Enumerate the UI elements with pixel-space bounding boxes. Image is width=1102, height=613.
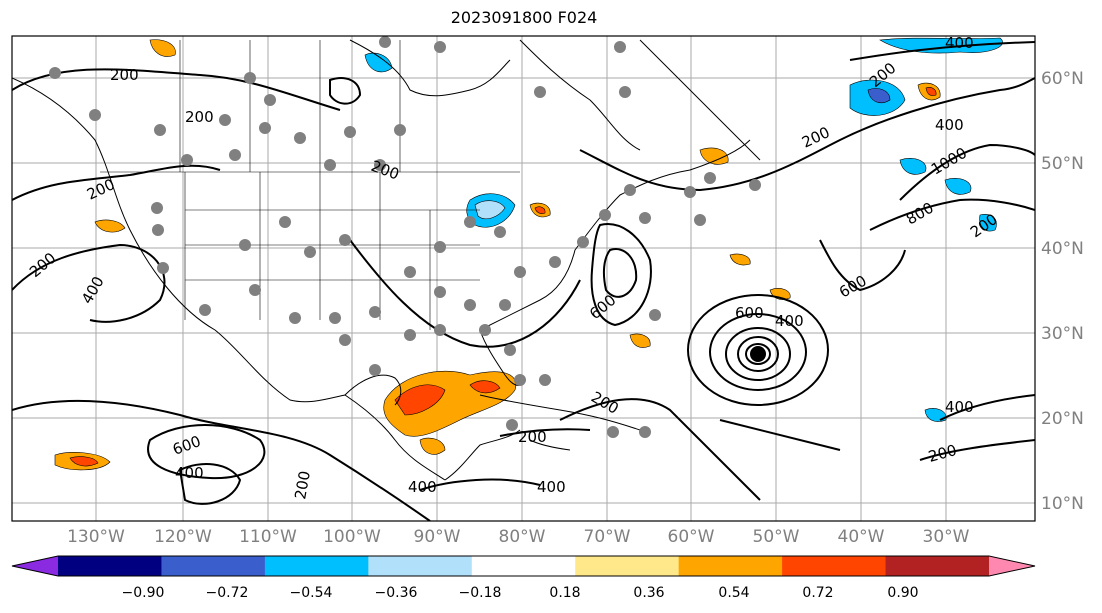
contour-label: 400: [775, 312, 804, 330]
contour-label: 400: [945, 34, 974, 52]
contour-label: 400: [945, 398, 974, 416]
colorbar-labels: −0.90 −0.72 −0.54 −0.36 −0.18 0.18 0.36 …: [122, 585, 919, 601]
anomaly-shading: [54, 37, 1003, 471]
latitude-label: 40°N: [1041, 239, 1084, 259]
colorbar-segment: [885, 556, 990, 576]
coastlines: [12, 39, 761, 481]
latitude-label: 20°N: [1041, 409, 1084, 429]
colorbar-tick-label: −0.18: [459, 585, 502, 601]
colorbar-tick-label: −0.54: [290, 585, 333, 601]
contour-label: 400: [408, 478, 437, 496]
colorbar-segment: [471, 556, 576, 576]
longitude-label: 50°W: [753, 527, 800, 547]
colorbar-segment: [264, 556, 369, 576]
latitude-labels: 60°N 50°N 40°N 30°N 20°N 10°N: [1041, 69, 1084, 514]
colorbar-outline: [11, 555, 1036, 577]
contour-label: 600: [735, 304, 764, 322]
longitude-label: 120°W: [154, 527, 212, 547]
colorbar-tick-label: −0.90: [122, 585, 165, 601]
longitude-label: 110°W: [239, 527, 297, 547]
longitude-label: 60°W: [668, 527, 715, 547]
colorbar-tick-label: 0.90: [887, 585, 918, 601]
longitude-label: 80°W: [499, 527, 546, 547]
contour-label: 400: [175, 464, 204, 482]
contour-label: 200: [291, 469, 314, 500]
colorbar-segment: [575, 556, 680, 576]
colorbar-segment: [161, 556, 266, 576]
colorbar-tick-label: −0.72: [206, 585, 249, 601]
colorbar-tick-label: 0.18: [549, 585, 580, 601]
station-markers: [49, 36, 761, 438]
gridlines: [12, 36, 1035, 521]
latitude-label: 30°N: [1041, 324, 1084, 344]
colorbar-segment: [678, 556, 783, 576]
contour-label: 200: [518, 428, 547, 446]
storm-center-marker: [750, 346, 766, 362]
colorbar-extend-min: [12, 556, 58, 576]
colorbar: [11, 555, 1036, 577]
latitude-label: 50°N: [1041, 154, 1084, 174]
contour-label: 400: [537, 478, 566, 496]
map-title: 2023091800 F024: [450, 8, 598, 27]
colorbar-segment: [782, 556, 887, 576]
colorbar-segment: [368, 556, 473, 576]
longitude-label: 100°W: [323, 527, 381, 547]
longitude-label: 70°W: [584, 527, 631, 547]
longitude-label: 130°W: [67, 527, 125, 547]
contour-label: 200: [110, 66, 139, 84]
contour-label: 200: [185, 108, 214, 126]
longitude-label: 40°W: [838, 527, 885, 547]
contour-label: 400: [935, 116, 964, 134]
longitude-label: 90°W: [414, 527, 461, 547]
latitude-label: 60°N: [1041, 69, 1084, 89]
latitude-label: 10°N: [1041, 494, 1084, 514]
colorbar-tick-label: 0.72: [802, 585, 833, 601]
map-frame: [11, 35, 1036, 522]
colorbar-extend-max: [989, 556, 1035, 576]
colorbar-tick-label: −0.36: [375, 585, 418, 601]
height-contours: [12, 41, 1035, 521]
political-borders: [100, 40, 520, 330]
longitude-labels: 130°W 120°W 110°W 100°W 90°W 80°W 70°W 6…: [67, 527, 970, 547]
colorbar-tick-label: 0.54: [718, 585, 749, 601]
colorbar-tick-label: 0.36: [633, 585, 664, 601]
longitude-label: 30°W: [923, 527, 970, 547]
colorbar-segment: [58, 556, 162, 576]
